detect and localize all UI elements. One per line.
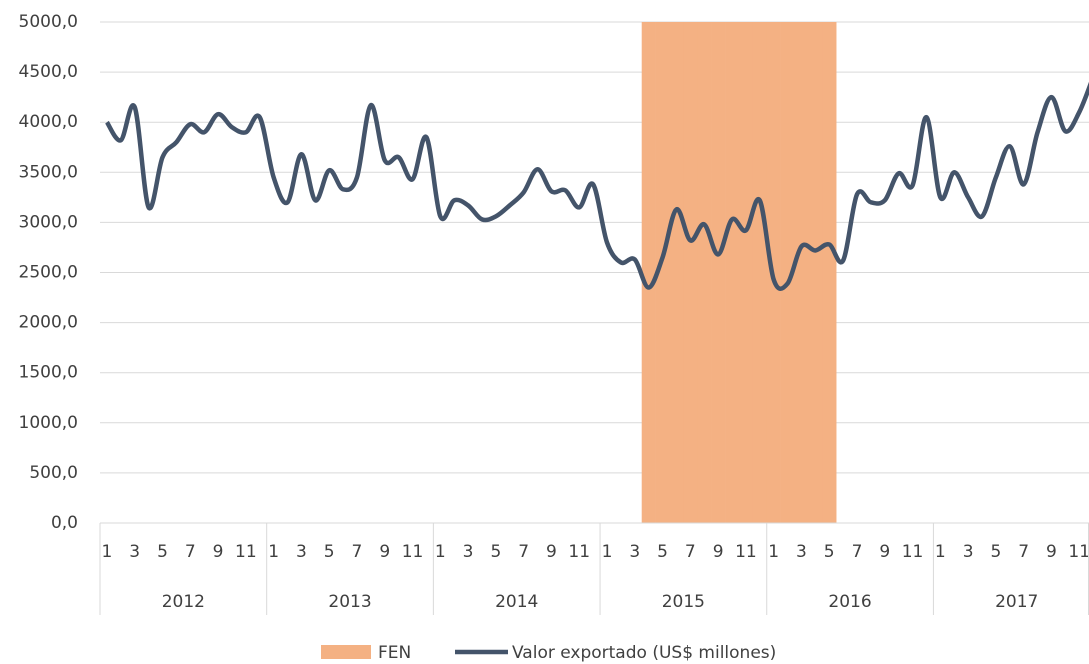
x-tick-label: 9 [713, 542, 724, 562]
x-tick-label: 9 [546, 542, 557, 562]
x-tick-label: 7 [518, 542, 529, 562]
x-tick-label: 11 [902, 542, 924, 562]
x-group-label: 2017 [995, 592, 1038, 612]
x-group-label: 2014 [495, 592, 538, 612]
y-tick-label: 4500,0 [19, 62, 78, 82]
y-tick-label: 1000,0 [19, 413, 78, 433]
x-tick-label: 5 [490, 542, 501, 562]
fen-band [641, 22, 656, 523]
x-tick-label: 11 [235, 542, 257, 562]
y-tick-label: 500,0 [29, 463, 78, 483]
y-tick-label: 0,0 [51, 513, 78, 533]
x-tick-label: 1 [768, 542, 779, 562]
fen-band [822, 22, 837, 523]
export-line [105, 81, 1089, 291]
x-tick-label: 3 [963, 542, 974, 562]
fen-band [725, 22, 740, 523]
x-tick-label: 5 [824, 542, 835, 562]
x-group-label: 2012 [162, 592, 205, 612]
y-tick-label: 4000,0 [19, 112, 78, 132]
x-tick-label: 7 [852, 542, 863, 562]
legend-label: FEN [378, 643, 411, 663]
legend-swatch [321, 645, 371, 659]
x-tick-label: 11 [735, 542, 757, 562]
x-tick-label: 7 [685, 542, 696, 562]
x-tick-label: 7 [1018, 542, 1029, 562]
x-tick-label: 9 [1046, 542, 1057, 562]
fen-band [752, 22, 768, 523]
y-tick-label: 1500,0 [19, 363, 78, 383]
y-tick-label: 3000,0 [19, 212, 78, 232]
x-tick-label: 5 [324, 542, 335, 562]
x-tick-label: 1 [102, 542, 113, 562]
x-tick-label: 1 [268, 542, 279, 562]
fen-band [780, 22, 795, 523]
x-tick-label: 3 [129, 542, 140, 562]
x-tick-label: 1 [935, 542, 946, 562]
y-tick-label: 3500,0 [19, 162, 78, 182]
fen-band [683, 22, 698, 523]
y-tick-label: 5000,0 [19, 12, 78, 32]
x-tick-label: 11 [568, 542, 590, 562]
x-tick-label: 7 [185, 542, 196, 562]
x-tick-label: 1 [602, 542, 613, 562]
fen-band [669, 22, 684, 523]
x-tick-label: 9 [379, 542, 390, 562]
x-tick-label: 3 [296, 542, 307, 562]
x-tick-label: 9 [879, 542, 890, 562]
x-group-label: 2016 [828, 592, 871, 612]
x-tick-label: 3 [796, 542, 807, 562]
fen-band [738, 22, 754, 523]
x-tick-label: 11 [402, 542, 424, 562]
y-tick-label: 2500,0 [19, 263, 78, 283]
y-tick-label: 2000,0 [19, 313, 78, 333]
fen-band [655, 22, 670, 523]
fen-band [711, 22, 726, 523]
x-tick-label: 3 [463, 542, 474, 562]
x-tick-label: 5 [157, 542, 168, 562]
legend-label: Valor exportado (US$ millones) [512, 643, 776, 663]
x-tick-label: 5 [990, 542, 1001, 562]
fen-band [808, 22, 823, 523]
x-tick-label: 11 [1068, 542, 1089, 562]
fen-band [794, 22, 809, 523]
x-group-label: 2013 [328, 592, 371, 612]
x-tick-label: 7 [352, 542, 363, 562]
x-tick-label: 9 [213, 542, 224, 562]
x-tick-label: 1 [435, 542, 446, 562]
x-group-label: 2015 [662, 592, 705, 612]
fen-band [697, 22, 712, 523]
x-tick-label: 5 [657, 542, 668, 562]
x-tick-label: 3 [629, 542, 640, 562]
